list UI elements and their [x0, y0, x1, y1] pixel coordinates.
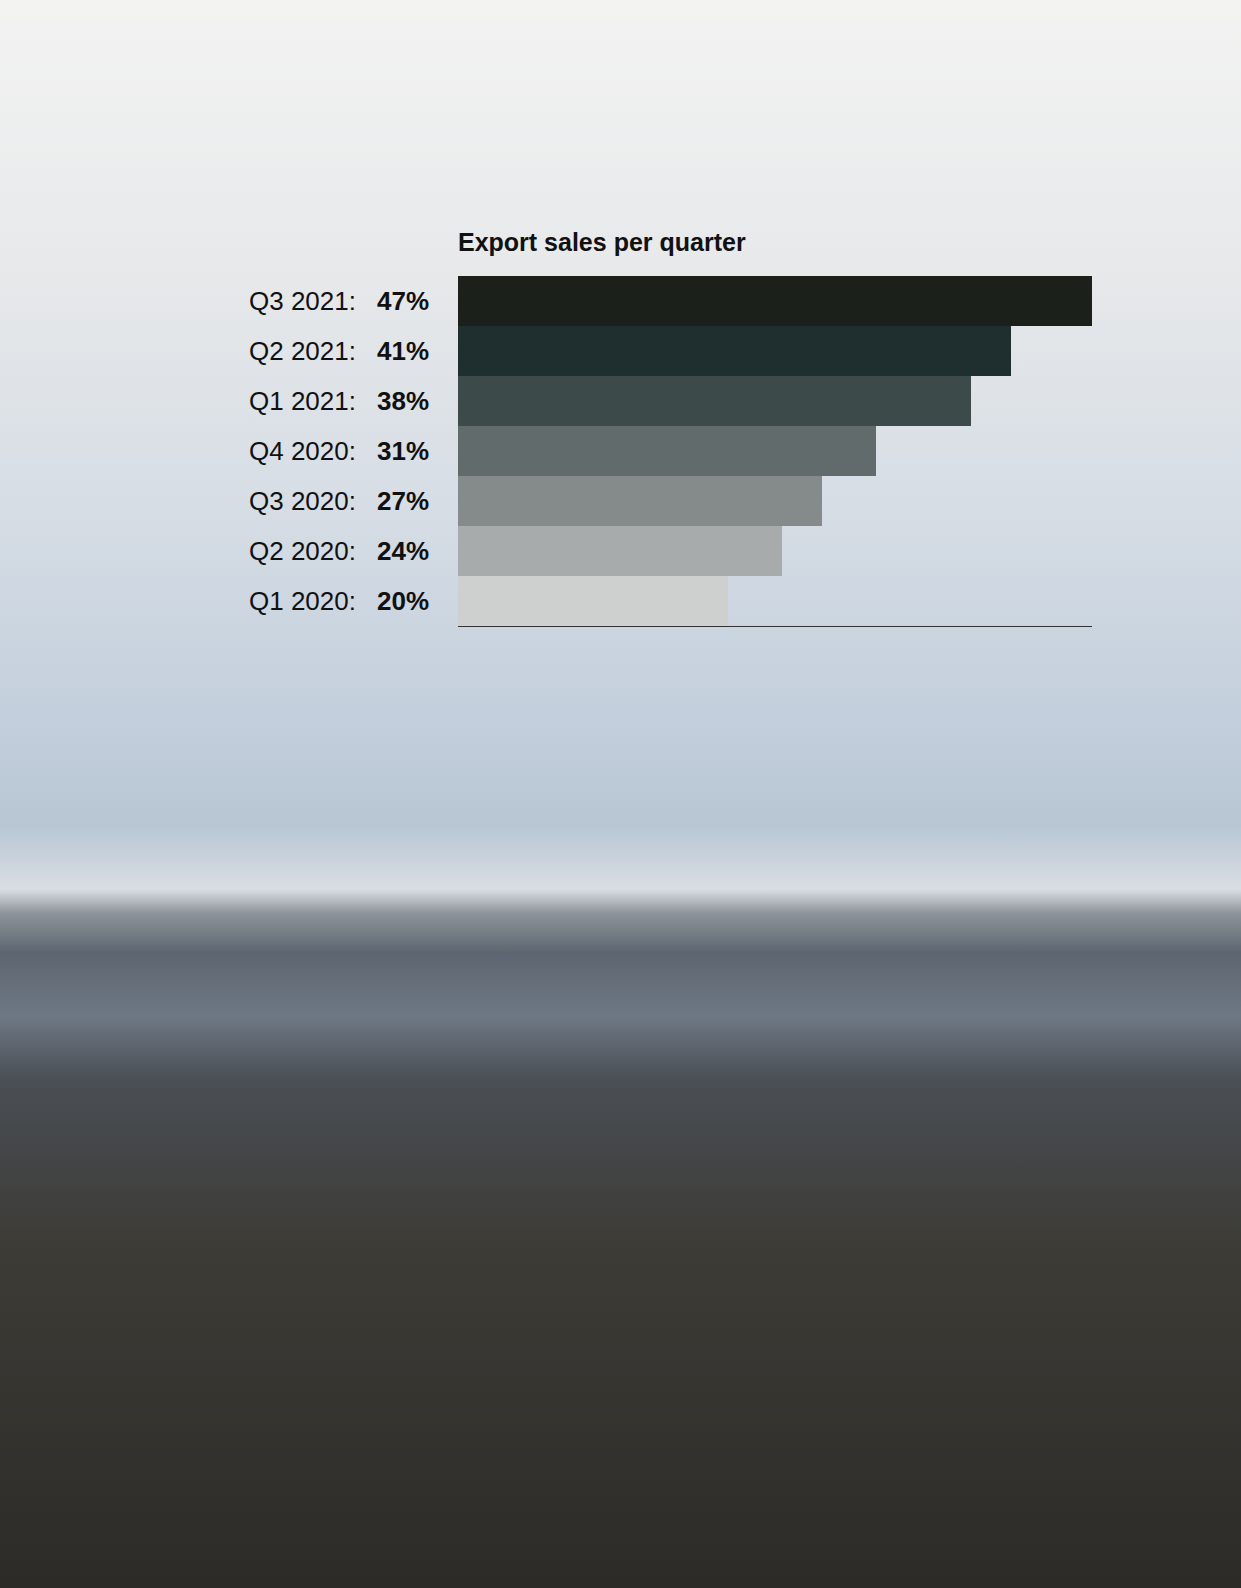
svg-text:47%: 47% [377, 286, 429, 316]
svg-text:24%: 24% [377, 536, 429, 566]
svg-text:31%: 31% [377, 436, 429, 466]
svg-text:20%: 20% [377, 586, 429, 616]
svg-text:Q3 2020:: Q3 2020: [249, 486, 356, 516]
svg-text:Export sales per quarter: Export sales per quarter [458, 228, 746, 256]
svg-text:Q4 2020:: Q4 2020: [249, 436, 356, 466]
svg-text:Q2 2020:: Q2 2020: [249, 536, 356, 566]
svg-text:Q1 2021:: Q1 2021: [249, 386, 356, 416]
svg-text:Q3 2021:: Q3 2021: [249, 286, 356, 316]
svg-text:38%: 38% [377, 386, 429, 416]
svg-text:Q1 2020:: Q1 2020: [249, 586, 356, 616]
svg-text:27%: 27% [377, 486, 429, 516]
svg-text:Q2 2021:: Q2 2021: [249, 336, 356, 366]
svg-text:41%: 41% [377, 336, 429, 366]
